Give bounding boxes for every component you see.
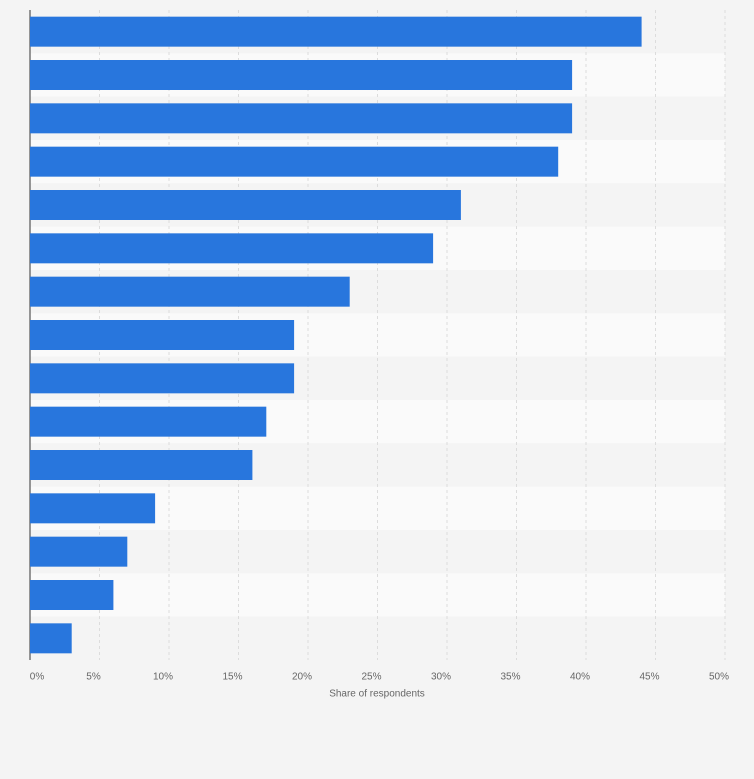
x-tick-label: 40% <box>570 672 590 683</box>
bar <box>30 190 461 220</box>
bar <box>30 146 559 177</box>
bar <box>30 493 156 524</box>
bar <box>30 406 267 437</box>
x-tick-label: 45% <box>639 672 659 683</box>
bar <box>30 233 434 264</box>
bar <box>30 60 573 90</box>
bar <box>30 16 642 47</box>
x-tick-label: 0% <box>30 672 45 683</box>
x-tick-label: 15% <box>222 672 242 683</box>
bar <box>30 536 128 567</box>
x-tick-label: 35% <box>500 672 520 683</box>
x-tick-label: 20% <box>292 672 312 683</box>
bar <box>30 103 573 134</box>
bar <box>30 580 114 610</box>
bar <box>30 623 72 654</box>
x-tick-label: 25% <box>361 672 381 683</box>
bar <box>30 276 350 307</box>
bar <box>30 450 253 480</box>
bar <box>30 363 295 394</box>
x-tick-label: 50% <box>709 672 729 683</box>
x-tick-label: 30% <box>431 672 451 683</box>
x-tick-label: 10% <box>153 672 173 683</box>
bar <box>30 320 295 350</box>
x-axis-label: Share of respondents <box>329 689 425 700</box>
x-tick-label: 5% <box>86 672 101 683</box>
